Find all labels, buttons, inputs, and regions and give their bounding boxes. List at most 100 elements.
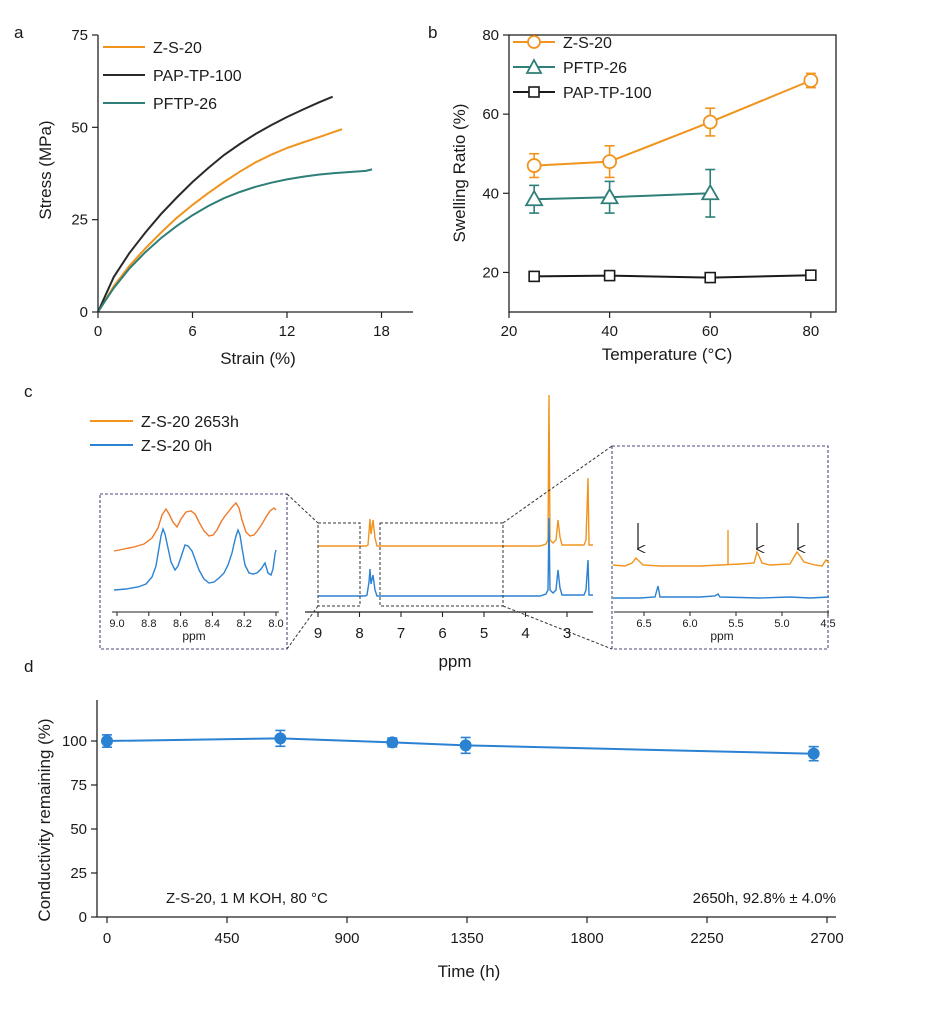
marker-d-4 [807,747,820,760]
axes-frame-a [97,35,413,313]
x-tick-label-b-3: 80 [803,323,820,340]
x-axis-title-b: Temperature (°C) [602,345,733,364]
legend-marker-b-0 [527,35,541,49]
y-axis-title-d: Conductivity remaining (%) [35,718,54,921]
panel-letter-d: d [24,657,33,676]
legend-label-c-0: Z-S-20 2653h [141,414,239,431]
x-tick-label-d-5: 2250 [690,930,723,947]
x-tick-label-d-4: 1800 [570,930,603,947]
y-tick-label-d-4: 100 [62,733,87,750]
x-tick-label-c-main-2: 7 [397,625,405,642]
y-tick-label-b-2: 60 [482,106,499,123]
x-tick-label-c-right-3: 5.0 [774,618,789,630]
panel-letter-b: b [428,23,437,42]
marker-b-1-2 [700,183,720,201]
marker-b-0-1 [602,154,618,170]
x-axis-title-d: Time (h) [438,962,501,981]
y-tick-label-b-1: 40 [482,185,499,202]
marker-d-0 [101,735,113,747]
legend-a: Z-S-20 PAP-TP-100 PFTP-26 [103,40,242,113]
nmr-main-spectrum-2653h [318,394,593,547]
legend-marker-b-2 [528,86,540,98]
x-tick-label-c-main-5: 4 [521,625,529,642]
chart-d: 0 450 900 1350 1800 2250 2700 0 25 50 75 100 Time (… [35,700,844,981]
inset-left-spectrum-0h [113,526,277,591]
x-tick-label-c-main-4: 5 [480,625,488,642]
y-tick-label-d-1: 25 [70,865,87,882]
x-tick-label-c-right-4: 4.5 [820,618,835,630]
legend-label-a-1: PAP-TP-100 [153,68,242,85]
marker-b-2-3 [805,269,817,281]
x-tick-label-a-3: 18 [373,323,390,340]
marker-b-0-2 [702,114,718,130]
y-tick-label-b-3: 80 [482,27,499,44]
nmr-main-spectrum-0h [318,517,593,597]
y-axis-title-b: Swelling Ratio (%) [450,104,469,243]
y-tick-label-a-1: 25 [71,212,88,229]
x-tick-label-b-2: 60 [702,323,719,340]
x-tick-label-d-2: 900 [334,930,359,947]
x-tick-label-c-left-1: 8.8 [141,618,156,630]
marker-b-2-0 [528,270,540,283]
y-tick-label-a-2: 50 [71,119,88,136]
connector-left-bottom [286,605,319,650]
x-tick-label-d-3: 1350 [450,930,483,947]
chart-c: Z-S-20 2653h Z-S-20 0h 9 8 7 6 5 4 3 ppm 9.0 8.… [90,394,836,671]
x-tick-label-c-right-2: 5.5 [728,618,743,630]
series-line-b-2 [534,274,811,279]
nmr-inset-right: 6.5 6.0 5.5 5.0 4.5 ppm [611,445,836,650]
connector-left-top [286,493,319,524]
x-tick-label-c-left-5: 8.0 [268,618,283,630]
x-tick-label-c-right-0: 6.5 [636,618,651,630]
y-tick-label-a-0: 0 [80,304,88,321]
legend-b: Z-S-20 PFTP-26 PAP-TP-100 [513,35,652,102]
x-tick-label-a-1: 6 [188,323,196,340]
marker-b-1-1 [600,187,620,205]
x-tick-label-b-1: 40 [601,323,618,340]
panel-letter-c: c [24,382,33,401]
series-line-a-1 [97,95,334,313]
inset-right-xlabel: ppm [710,629,733,643]
inset-frame-left [99,493,288,650]
inset-right-spectrum-0h [613,585,830,599]
marker-b-1-0 [524,189,544,207]
connector-right-top [502,445,613,524]
x-axis-title-c: ppm [438,652,471,671]
x-tick-label-c-main-6: 3 [563,625,571,642]
x-tick-label-c-main-1: 8 [355,625,363,642]
y-axis-title-a: Stress (MPa) [36,120,55,219]
series-line-a-2 [97,168,373,313]
connector-right-bottom [502,605,613,650]
marker-b-0-3 [803,73,819,88]
nmr-main: 9 8 7 6 5 4 3 ppm [305,394,593,671]
axes-frame-d [96,700,836,918]
x-tick-label-c-right-1: 6.0 [682,618,697,630]
marker-b-2-2 [704,271,717,284]
x-tick-label-c-main-3: 6 [438,625,446,642]
annotation-conditions: Z-S-20, 1 M KOH, 80 °C [166,890,328,907]
x-tick-label-d-0: 0 [103,930,111,947]
series-line-a-0 [97,128,343,313]
y-tick-label-d-0: 0 [79,909,87,926]
chart-b: 20 40 60 80 20 40 60 80 Temperature (°C) Swelli… [450,27,837,364]
legend-marker-b-1 [525,58,543,74]
x-tick-label-a-0: 0 [94,323,102,340]
x-tick-label-d-1: 450 [214,930,239,947]
x-axis-title-a: Strain (%) [220,349,296,368]
marker-b-2-1 [603,269,616,282]
annotation-result: 2650h, 92.8% ± 4.0% [693,890,836,907]
zoom-box-left [317,522,361,607]
inset-left-spectrum-2653h [113,501,277,552]
x-tick-label-d-6: 2700 [810,930,843,947]
y-tick-label-b-0: 20 [482,264,499,281]
marker-d-2 [386,736,399,749]
x-tick-label-b-0: 20 [501,323,518,340]
panel-letter-a: a [14,23,24,42]
x-tick-label-c-main-0: 9 [314,625,322,642]
nmr-inset-left: 9.0 8.8 8.6 8.4 8.2 8.0 ppm [99,493,288,650]
inset-left-xlabel: ppm [182,629,205,643]
legend-label-b-0: Z-S-20 [563,35,612,52]
y-tick-label-a-3: 75 [71,27,88,44]
series-line-b-0 [534,79,812,167]
